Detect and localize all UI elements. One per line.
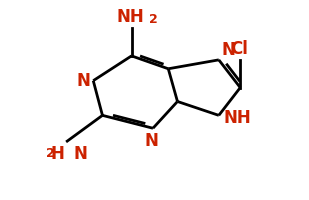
Text: N: N xyxy=(76,71,90,89)
Text: N: N xyxy=(145,131,159,149)
Text: Cl: Cl xyxy=(230,40,248,58)
Text: N: N xyxy=(222,41,236,59)
Text: H: H xyxy=(50,144,64,162)
Text: 2: 2 xyxy=(149,13,158,26)
Text: NH: NH xyxy=(116,8,144,26)
Text: 2: 2 xyxy=(46,146,55,159)
Text: NH: NH xyxy=(223,109,251,127)
Text: N: N xyxy=(73,144,87,162)
